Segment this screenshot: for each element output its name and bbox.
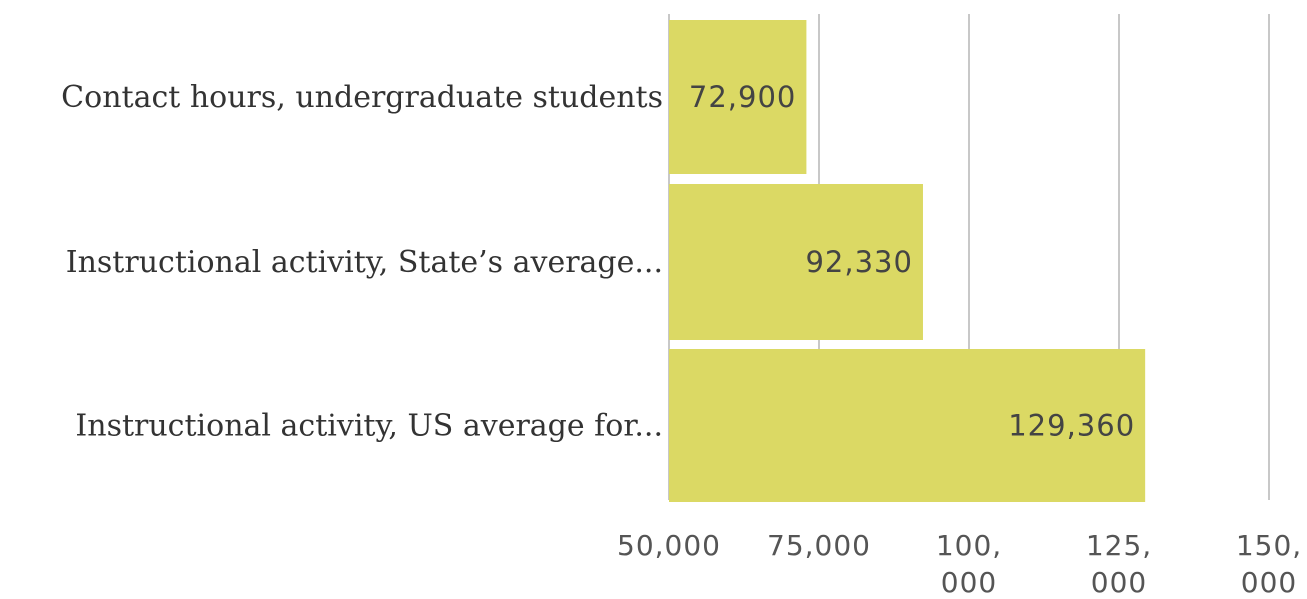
x-tick-label: 150, 000 (1236, 529, 1302, 599)
x-tick-label: 100, 000 (936, 529, 1002, 599)
data-labels: 72,900 92,330 129,360 (689, 80, 1135, 443)
x-tick-label: 75,000 (767, 529, 871, 562)
bar (669, 20, 807, 174)
x-axis-tick-labels: 50,000 75,000 100, 000 125, 000 150, 000 (617, 529, 1302, 599)
bar (669, 349, 1146, 502)
category-label: Instructional activity, State’s average.… (66, 245, 663, 280)
x-tick-label: 125, 000 (1086, 529, 1152, 599)
category-label: Contact hours, undergraduate students (61, 80, 663, 115)
data-label: 92,330 (805, 245, 912, 279)
bar (669, 184, 923, 340)
data-label: 129,360 (1008, 409, 1135, 443)
category-labels: Contact hours, undergraduate students Ins… (61, 80, 663, 444)
bars (669, 20, 1146, 502)
data-label: 72,900 (689, 80, 796, 114)
x-tick-label: 50,000 (617, 529, 721, 562)
category-label: Instructional activity, US average for..… (75, 409, 663, 444)
